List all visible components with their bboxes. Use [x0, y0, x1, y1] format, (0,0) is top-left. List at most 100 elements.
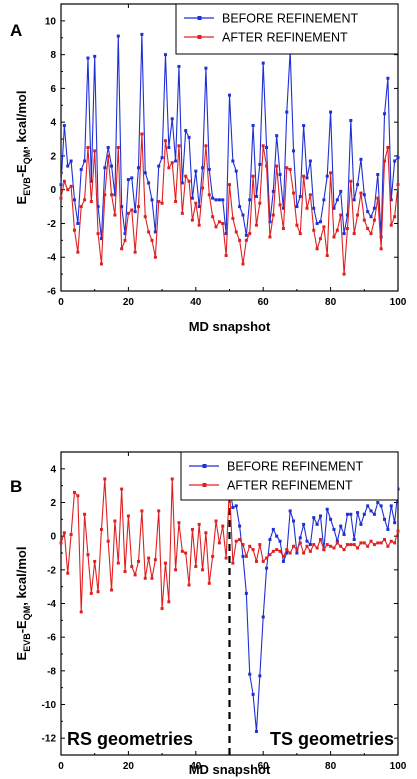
data-point	[292, 519, 296, 523]
data-point	[288, 167, 292, 171]
data-point	[160, 156, 164, 160]
data-point	[281, 559, 285, 563]
data-point	[278, 203, 282, 207]
data-point	[66, 188, 70, 192]
data-point	[315, 522, 319, 526]
data-point	[362, 512, 366, 516]
data-point	[207, 193, 211, 197]
data-point	[96, 590, 100, 594]
y-tick-label: 2	[50, 498, 56, 509]
data-point	[251, 548, 255, 552]
data-point	[66, 571, 70, 575]
data-point	[393, 521, 397, 525]
y-axis-label-subscript: QM	[22, 150, 32, 165]
data-point	[349, 543, 353, 547]
y-axis-label-part: E	[14, 651, 29, 660]
data-point	[120, 247, 124, 251]
data-point	[76, 221, 80, 225]
y-tick-label: 0	[50, 185, 56, 196]
y-tick-label: -4	[47, 599, 56, 610]
data-point	[271, 213, 275, 217]
data-point	[312, 543, 316, 547]
series-after-refinement	[59, 132, 400, 276]
data-point	[113, 193, 117, 197]
data-point	[123, 570, 127, 574]
data-point	[113, 519, 117, 523]
data-point	[248, 198, 252, 202]
data-point	[62, 531, 66, 535]
data-point	[369, 232, 373, 236]
data-point	[379, 247, 383, 251]
data-point	[305, 176, 309, 180]
data-point	[356, 213, 360, 217]
data-point	[126, 514, 130, 518]
data-point	[258, 201, 262, 205]
data-point	[137, 559, 141, 563]
data-point	[106, 146, 110, 149]
data-point	[231, 506, 235, 510]
data-point	[302, 174, 306, 178]
data-point	[62, 124, 66, 128]
y-axis-label-part: E	[14, 195, 29, 204]
data-point	[180, 549, 184, 553]
data-point	[356, 511, 360, 515]
data-point	[295, 551, 299, 555]
data-point	[133, 250, 137, 254]
data-point	[110, 164, 114, 168]
data-point	[133, 573, 137, 577]
data-point	[174, 200, 178, 204]
data-point	[329, 544, 333, 548]
x-tick-label: 0	[58, 761, 64, 772]
y-axis-label: EEVB-EQM, kcal/mol	[14, 547, 32, 661]
data-point	[187, 179, 191, 183]
y-axis-label-part: -E	[14, 620, 29, 633]
data-point	[356, 183, 360, 187]
data-point	[345, 512, 349, 516]
data-point	[288, 551, 292, 555]
series-before-refinement	[59, 32, 400, 241]
data-point	[69, 532, 73, 536]
data-point	[265, 566, 269, 570]
data-point	[89, 179, 93, 183]
x-tick-label: 60	[258, 761, 270, 772]
data-point	[184, 551, 188, 555]
data-point	[386, 146, 390, 149]
data-point	[372, 543, 376, 547]
data-point	[201, 568, 205, 572]
data-point	[393, 215, 397, 219]
data-point	[329, 171, 333, 175]
y-axis-label-subscript: EVB	[22, 177, 32, 196]
panel-label: B	[10, 477, 22, 496]
data-point	[362, 193, 366, 197]
data-point	[167, 166, 171, 170]
y-tick-label: 8	[50, 50, 56, 61]
y-tick-label: -10	[42, 700, 57, 711]
data-point	[251, 124, 255, 128]
data-point	[285, 166, 289, 170]
data-point	[140, 132, 144, 136]
data-point	[180, 181, 184, 185]
data-point	[228, 93, 231, 97]
data-point	[231, 216, 235, 220]
data-point	[254, 729, 258, 733]
y-axis-label-part: , kcal/mol	[14, 91, 29, 150]
data-point	[322, 198, 326, 202]
data-point	[278, 549, 282, 553]
data-point	[110, 588, 114, 592]
data-point	[93, 559, 97, 563]
data-point	[238, 238, 242, 242]
data-point	[211, 196, 215, 200]
data-point	[187, 583, 191, 587]
data-point	[305, 539, 309, 543]
data-point	[261, 61, 265, 65]
data-point	[147, 556, 151, 560]
data-point	[197, 223, 201, 227]
data-point	[79, 167, 83, 171]
legend-label: BEFORE REFINEMENT	[227, 460, 363, 474]
data-point	[72, 198, 76, 202]
y-tick-label: -2	[47, 565, 56, 576]
data-point	[248, 232, 252, 236]
data-point	[126, 211, 130, 215]
data-point	[342, 532, 346, 536]
data-point	[389, 223, 393, 227]
